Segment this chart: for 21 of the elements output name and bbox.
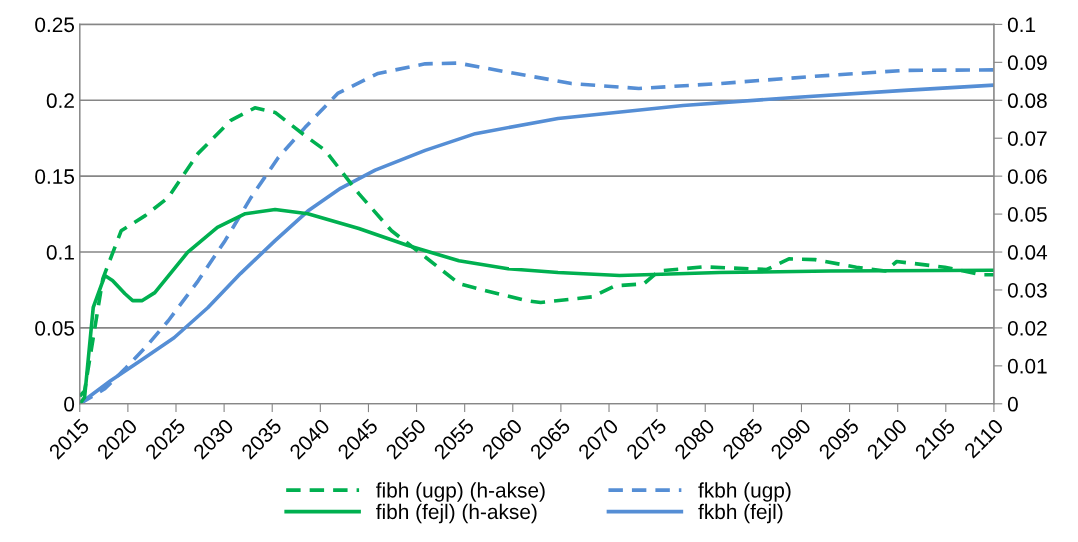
y2-tick-label: 0.03: [1007, 282, 1047, 298]
y2-tick-label: 0.02: [1007, 320, 1047, 336]
y2-tick-label: 0.05: [1007, 207, 1047, 222]
y-tick-label: 0.25: [35, 17, 75, 33]
y-tick-label: 0.2: [46, 93, 74, 109]
y2-tick-label: 0.01: [1007, 358, 1047, 374]
y2-tick-label: 0.04: [1007, 245, 1048, 260]
y2-tick-label: 0.09: [1007, 55, 1047, 71]
y2-tick-label: 0: [1007, 396, 1018, 412]
y2-tick-label: 0.06: [1007, 169, 1047, 184]
y-tick-label: 0.05: [35, 320, 75, 336]
y-tick-label: 0: [64, 396, 75, 412]
y-tick-label: 0.1: [46, 245, 74, 260]
y2-tick-label: 0.07: [1007, 131, 1047, 146]
legend-label: fkbh (ugp): [698, 482, 791, 502]
legend-label: fibh (ugp) (h-akse): [376, 482, 545, 502]
y2-tick-label: 0.1: [1007, 17, 1036, 33]
legend-label: fkbh (fejl): [698, 503, 783, 524]
y2-tick-label: 0.08: [1007, 93, 1047, 109]
legend-label: fibh (fejl) (h-akse): [376, 503, 537, 524]
y-tick-label: 0.15: [35, 169, 75, 184]
